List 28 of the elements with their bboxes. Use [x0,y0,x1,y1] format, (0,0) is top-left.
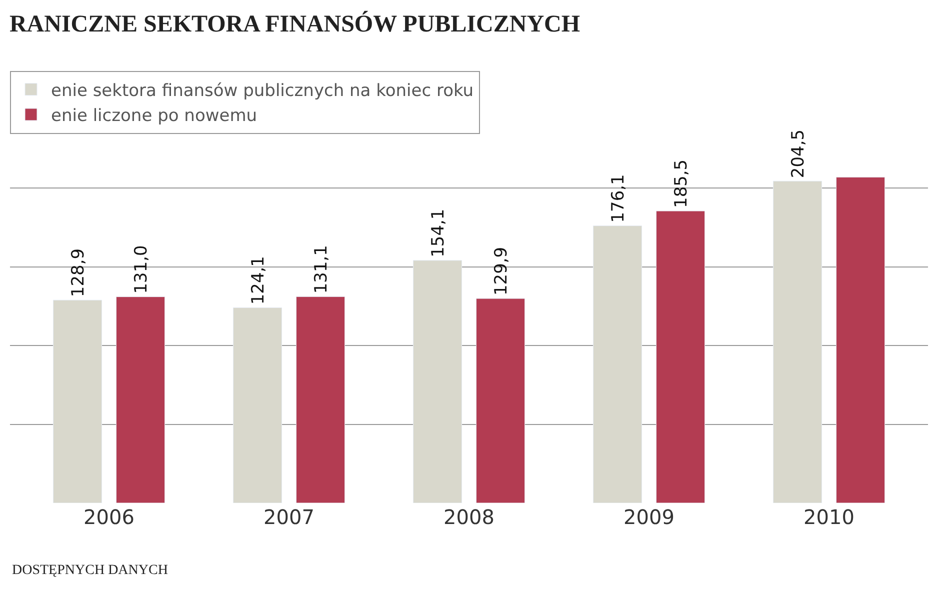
bar [116,296,166,503]
chart-title: RANICZNE SEKTORA FINANSÓW PUBLICZNYCH [9,10,580,38]
x-tick-label: 2008 [444,505,494,529]
bar [592,226,642,503]
data-label: 129,9 [491,246,512,296]
legend-label: enie liczone po nowemu [51,106,258,126]
data-label: 176,1 [608,174,628,223]
x-tick-label: 2006 [84,505,134,529]
data-label: 131,0 [131,245,152,294]
bar [836,176,886,503]
data-label: 124,1 [248,256,268,305]
bar [656,210,706,503]
data-label: 128,9 [68,248,88,298]
bar [772,180,822,503]
bar [296,296,346,503]
bar [476,298,526,503]
bar [232,307,282,503]
bar [412,260,462,503]
x-tick-label: 2007 [264,505,314,529]
x-tick-label: 2009 [624,505,674,529]
data-label: 131,1 [311,245,332,294]
data-label: 204,5 [788,130,808,178]
x-tick-label: 2010 [804,505,854,529]
bar [52,300,102,503]
data-label: 154,1 [428,208,448,258]
text: DOSTĘPNYCH DANYCH [12,563,168,578]
legend-label: enie sektora finansów publicznych na koniec roku [51,81,474,101]
data-label: 185,5 [671,159,692,208]
